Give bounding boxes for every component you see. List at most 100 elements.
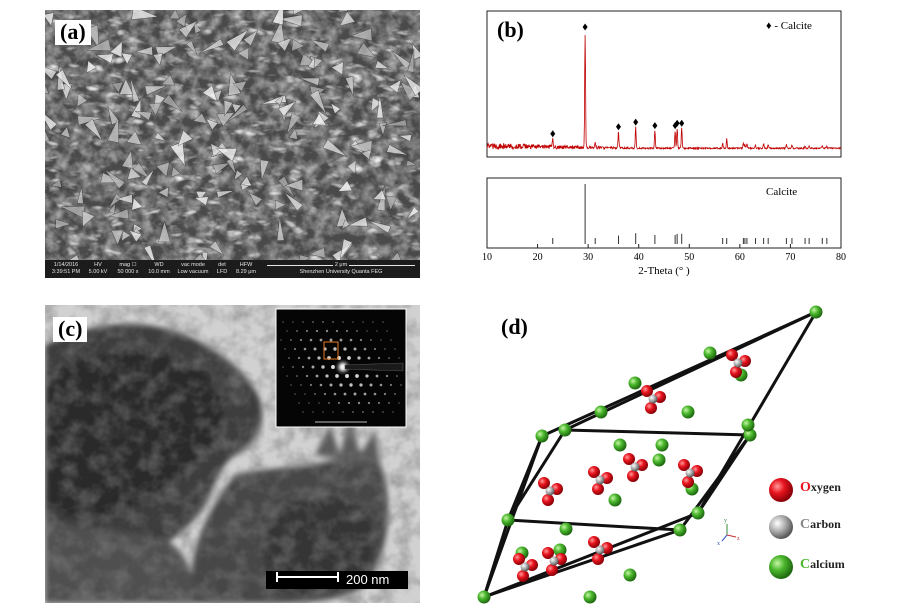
calcium-atom [623,568,637,582]
xrd-x-axis-label: 2-Theta (° ) [638,265,690,277]
sem-mag-label: mag ☐ [119,262,137,268]
calcium-atom [559,522,573,536]
calcium-atom [594,405,608,419]
panel-label-a: (a) [55,20,91,45]
legend-calcium-rest: alcium [810,557,845,571]
calcium-atom [691,506,705,520]
xrd-x-tick-label: 40 [634,252,644,263]
oxygen-atom [678,459,690,471]
xrd-peak-marker [672,122,678,130]
carbon-atom [648,394,658,404]
calcium-atom [477,590,491,604]
sem-wd-label: WD [154,262,164,268]
oxygen-atom [546,564,558,576]
oxygen-atom [627,470,639,482]
carbon-atom [595,545,605,555]
oxygen-atom [623,453,635,465]
sem-det-value: LFD [216,269,228,275]
calcium-atom [652,453,666,467]
xrd-measured-frame [486,10,842,158]
calcium-atom [535,429,549,443]
xrd-x-tick-label: 50 [684,252,694,263]
legend-oxygen: Oxygen [800,480,841,496]
sem-hfw-label: HFW [239,262,253,268]
oxygen-atom [588,466,600,478]
calcium-atom [583,590,597,604]
xrd-reference-sticks [552,184,828,244]
xrd-peak-marker [679,119,685,127]
xrd-reference-frame [486,177,842,249]
calcium-atom [501,513,515,527]
oxygen-atom [645,402,657,414]
legend-calcium: Calcium [800,557,845,573]
carbon-atom [549,556,559,566]
sem-hfw-value: 8.29 μm [236,269,256,275]
oxygen-atom [538,477,550,489]
sem-wd-value: 10.0 mm [148,269,170,275]
xrd-chart: 10 20 30 40 50 60 70 80 ♦ - Calcite Calcite 2-T… [482,10,846,277]
panel-label-d: (d) [496,315,533,340]
sem-micrograph [45,10,420,278]
oxygen-atom [641,385,653,397]
carbon-atom [595,475,605,485]
xrd-peak-marker [550,130,556,138]
panel-label-b: (b) [492,18,529,43]
sem-vac-value: Low vacuum [177,269,209,275]
xrd-peak-markers [550,23,685,138]
calcium-atom [741,418,755,432]
xrd-peak-marker [674,119,680,127]
legend-swatch-carbon [769,515,793,539]
axis-y-label: y [724,518,727,524]
oxygen-atom [726,349,738,361]
sem-time: 3:39:51 PM [51,269,81,275]
legend-oxygen-rest: xygen [810,480,841,494]
calcium-atom [809,305,823,319]
calcium-atom [655,438,669,452]
sem-vac-label: vac mode [181,262,205,268]
tem-scale-label: 200 nm [346,572,390,587]
calcium-atom [613,438,627,452]
crystal-structure-panel: y z x (d) Oxygen Carbon Calcium [470,305,860,605]
sem-info-bar: 1/14/2016 3:39:51 PM HV 5.00 kV mag ☐ 50… [45,260,420,278]
calcium-atom [681,405,695,419]
legend-carbon-rest: arbon [810,517,841,531]
sem-hv-value: 5.00 kV [88,269,108,275]
tem-scale-bar: 200 nm [266,571,408,589]
tem-image-panel: (c) 200 nm [45,305,420,603]
carbon-atom [685,468,695,478]
tem-micrograph [45,305,420,603]
xrd-x-tick-label: 70 [785,252,795,263]
axis-x-label: x [717,541,720,547]
xrd-peak-marker [633,118,639,126]
oxygen-atom [592,553,604,565]
xrd-peak-marker [582,23,588,31]
legend-swatch-calcium [769,555,793,579]
sem-scale-label: 2 μm [332,262,350,268]
xrd-x-tick-label: 60 [735,252,745,263]
calcium-atom [553,543,567,557]
xrd-chart-panel: 10 20 30 40 50 60 70 80 ♦ - Calcite Calcite 2-T… [470,8,850,280]
sem-det-label: det [218,262,226,268]
calcium-atom [703,346,717,360]
panel-label-c: (c) [53,317,88,342]
oxygen-atom [542,494,554,506]
oxygen-atom [513,553,525,565]
carbon-atom [520,562,530,572]
sem-mag-value: 50 000 x [117,269,139,275]
oxygen-atom [542,547,554,559]
xrd-x-tick-label: 30 [583,252,593,263]
sem-instrument: Shenzhen University Quanta FEG [299,269,383,275]
xrd-x-axis: 10 20 30 40 50 60 70 80 [482,244,846,263]
xrd-peak-marker [615,123,621,131]
calcium-atom [558,423,572,437]
oxygen-atom [517,570,529,582]
atom-legend [769,478,793,579]
saed-inset [275,308,407,428]
oxygen-atom [588,536,600,548]
calcium-atom [628,376,642,390]
oxygen-atom [592,483,604,495]
xrd-peak-marker [652,122,658,130]
xrd-x-tick-label: 10 [482,252,492,263]
carbon-atom [630,462,640,472]
sem-scale-row: 2 μm [267,262,415,269]
